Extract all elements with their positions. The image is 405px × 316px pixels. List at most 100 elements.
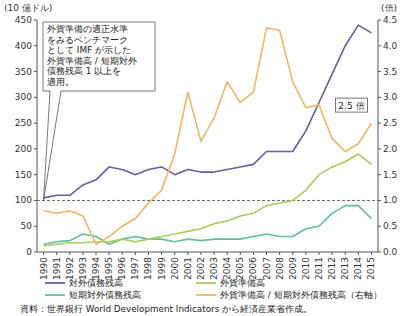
x-tick	[371, 252, 372, 255]
x-tick	[227, 252, 228, 255]
x-tick	[148, 252, 149, 255]
y-tick-label: 100	[15, 195, 32, 205]
x-tick-label: 2013	[340, 257, 350, 280]
x-tick-label: 2009	[288, 257, 298, 280]
y-tick-label: 450	[15, 15, 32, 25]
x-tick-label: 2012	[327, 257, 337, 280]
callout-box	[43, 22, 155, 200]
x-tick	[214, 252, 215, 255]
x-tick-label: 2000	[170, 257, 180, 280]
legend-label: 外貨準備高	[220, 278, 265, 288]
x-tick-label: 2005	[235, 257, 245, 280]
x-tick-label: 2007	[262, 257, 272, 280]
x-tick-label: 1990	[39, 257, 49, 280]
y-axis-title: (10 億ドル)	[4, 3, 52, 13]
x-tick	[358, 252, 359, 255]
legend-swatch	[45, 282, 65, 284]
legend-swatch	[45, 294, 65, 296]
annotation-text: をみるベンチマーク	[47, 35, 128, 45]
y-tick	[34, 20, 37, 21]
y2-tick	[378, 148, 381, 149]
series-line	[44, 154, 372, 246]
y2-tick-label: 4.0	[383, 41, 398, 51]
y-tick	[34, 123, 37, 124]
y2-axis-title: (倍)	[381, 3, 397, 13]
x-tick-label: 1996	[117, 257, 127, 280]
x-tick-label: 1997	[130, 257, 140, 280]
y2-tick-label: 2.5	[383, 118, 397, 128]
y-tick-label: 0	[26, 247, 32, 257]
x-tick	[200, 252, 201, 255]
y-tick-label: 400	[15, 41, 32, 51]
x-tick	[135, 252, 136, 255]
y2-tick-label: 3.5	[383, 67, 397, 77]
x-tick-label: 1993	[78, 257, 88, 280]
x-tick	[187, 252, 188, 255]
x-tick-label: 1995	[104, 257, 114, 280]
y2-tick	[378, 123, 381, 124]
x-tick	[56, 252, 57, 255]
benchmark-line	[37, 200, 378, 201]
x-tick	[82, 252, 83, 255]
x-tick-label: 1994	[91, 257, 101, 280]
legend-label: 外貨準備高 / 短期対外債務残高（右軸）	[220, 290, 382, 300]
x-tick-label: 2014	[353, 257, 363, 280]
x-tick	[305, 252, 306, 255]
x-tick	[279, 252, 280, 255]
end-label: 2.5 倍	[338, 101, 364, 111]
y-tick	[34, 174, 37, 175]
y2-tick-label: 1.5	[383, 170, 397, 180]
y2-axis	[378, 20, 379, 252]
chart: (10 億ドル)(倍)0501001502002503003504004500.…	[0, 0, 405, 316]
annotation-text: 外貨準備高 / 短期対外	[47, 56, 137, 66]
x-tick-label: 1999	[157, 257, 167, 280]
y2-tick	[378, 174, 381, 175]
x-tick	[345, 252, 346, 255]
x-tick	[69, 252, 70, 255]
y2-tick	[378, 71, 381, 72]
x-tick	[109, 252, 110, 255]
y2-tick-label: 4.5	[383, 15, 397, 25]
y-tick-label: 50	[21, 221, 33, 231]
legend-swatch	[196, 294, 216, 296]
y2-tick	[378, 45, 381, 46]
legend-label: 短期対外債務残高	[69, 290, 141, 300]
x-tick-label: 1992	[65, 257, 75, 280]
x-tick	[266, 252, 267, 255]
y-tick-label: 250	[15, 118, 32, 128]
x-tick-label: 2006	[248, 257, 258, 280]
x-tick-label: 2015	[366, 257, 376, 280]
annotation-text: として IMF が示した	[47, 45, 131, 55]
legend-label: 対外債務残高	[69, 278, 123, 288]
y2-tick	[378, 97, 381, 98]
x-tick-label: 2011	[314, 257, 324, 280]
x-tick-label: 2003	[209, 257, 219, 280]
y2-tick-label: 0.0	[383, 247, 398, 257]
end-label-box	[335, 98, 367, 112]
x-tick	[174, 252, 175, 255]
y-tick-label: 150	[15, 170, 32, 180]
y-tick	[34, 97, 37, 98]
y-tick	[34, 71, 37, 72]
x-tick	[253, 252, 254, 255]
annotation-text: 外貨準備の適正水準	[47, 24, 128, 34]
y2-tick-label: 3.0	[383, 92, 398, 102]
y2-tick-label: 2.0	[383, 144, 398, 154]
y-tick-label: 200	[15, 144, 32, 154]
y2-tick	[378, 200, 381, 201]
y2-tick	[378, 226, 381, 227]
x-tick	[122, 252, 123, 255]
x-tick-label: 1991	[52, 257, 62, 280]
x-tick	[240, 252, 241, 255]
x-tick	[332, 252, 333, 255]
x-axis	[37, 252, 378, 253]
x-tick-label: 2008	[275, 257, 285, 280]
y2-tick-label: 0.5	[383, 221, 397, 231]
x-tick-label: 2004	[222, 257, 232, 280]
y2-tick	[378, 20, 381, 21]
annotation-text: 適用。	[47, 77, 74, 87]
annotation-text: 債務残高 1 以上を	[47, 66, 121, 76]
x-tick	[318, 252, 319, 255]
y-axis	[37, 20, 38, 252]
x-tick	[43, 252, 44, 255]
